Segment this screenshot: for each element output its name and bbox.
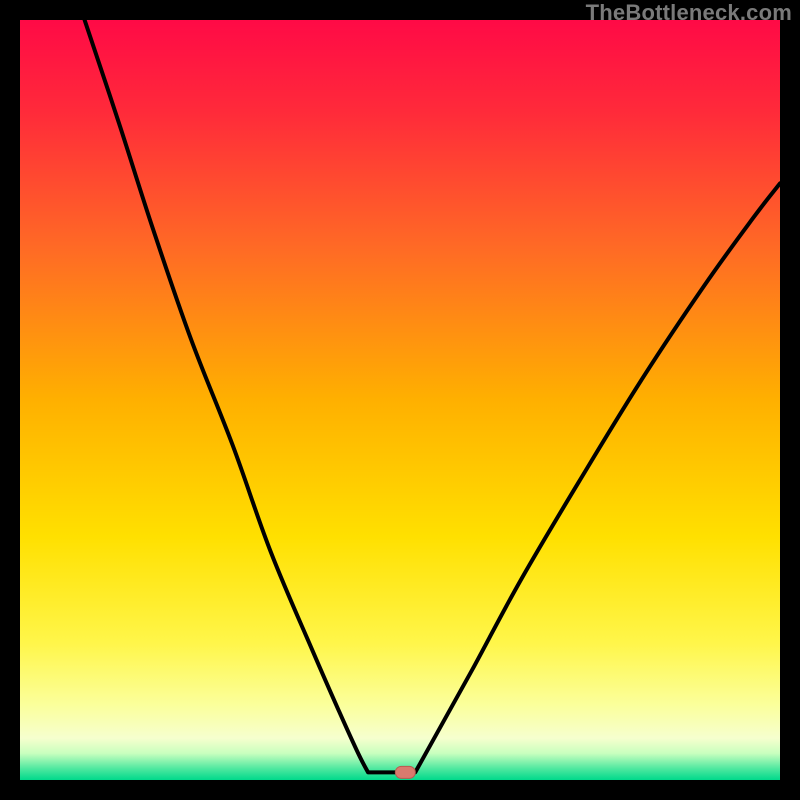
- optimal-point-marker: [395, 766, 415, 778]
- bottleneck-chart: [0, 0, 800, 800]
- watermark-text: TheBottleneck.com: [586, 0, 792, 26]
- plot-area: [20, 20, 780, 780]
